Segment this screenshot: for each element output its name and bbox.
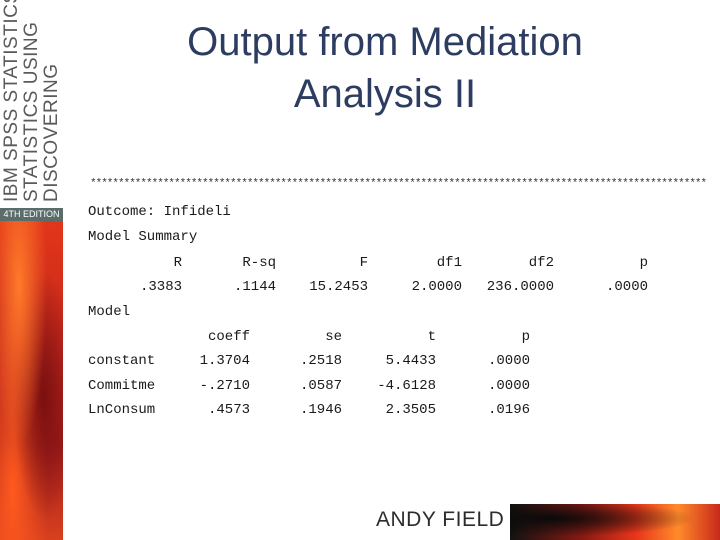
summary-header-rsq: R-sq	[242, 255, 276, 271]
summary-value-rsq: .1144	[233, 279, 276, 295]
se-value: .0587	[299, 378, 342, 394]
coef-header-t: t	[427, 329, 436, 345]
coef-row-name: constant	[88, 353, 156, 369]
edition-badge: 4TH EDITION	[0, 208, 63, 221]
author-name: ANDY FIELD	[376, 508, 505, 531]
coef-value: -.2710	[199, 378, 250, 394]
coef-value: .4573	[207, 402, 250, 418]
summary-header-f: F	[359, 255, 368, 271]
p-value: .0196	[487, 402, 530, 418]
coef-row-name: LnConsum	[88, 402, 156, 418]
p-value: .0000	[487, 353, 530, 369]
spine-line-1: DISCOVERING	[41, 63, 62, 202]
slide-title: Output from Mediation Analysis II	[187, 20, 583, 116]
mediation-output: ****************************************…	[68, 178, 720, 428]
summary-value-f: 15.2453	[309, 279, 368, 295]
cover-artwork	[0, 221, 63, 540]
model-summary-label: Model Summary	[88, 229, 198, 245]
coef-header-coeff: coeff	[207, 329, 250, 345]
model-label: Model	[88, 304, 131, 320]
summary-header-df1: df1	[436, 255, 462, 271]
book-spine: DISCOVERING STATISTICS USING IBM SPSS ST…	[0, 0, 63, 540]
summary-header-r: R	[173, 255, 182, 271]
p-value: .0000	[487, 378, 530, 394]
coef-header-se: se	[325, 329, 342, 345]
t-value: 2.3505	[385, 402, 436, 418]
outcome-line: Outcome: Infideli	[88, 204, 231, 220]
summary-value-p: .0000	[605, 279, 648, 295]
spine-line-3: IBM SPSS STATISTICS	[1, 0, 22, 202]
summary-header-df2: df2	[528, 255, 554, 271]
summary-value-r: .3383	[139, 279, 182, 295]
spine-title: DISCOVERING STATISTICS USING IBM SPSS ST…	[0, 0, 63, 208]
t-value: -4.6128	[377, 378, 436, 394]
coef-header-p: p	[521, 329, 530, 345]
spine-line-2: STATISTICS USING	[21, 21, 42, 202]
coef-row-name: Commitme	[88, 378, 156, 394]
footer-artwork	[510, 504, 720, 540]
summary-value-df1: 2.0000	[411, 279, 462, 295]
se-value: .2518	[299, 353, 342, 369]
summary-value-df2: 236.0000	[486, 279, 554, 295]
separator-stars: ****************************************…	[90, 178, 707, 190]
summary-header-p: p	[639, 255, 648, 271]
t-value: 5.4433	[385, 353, 436, 369]
coef-value: 1.3704	[199, 353, 250, 369]
se-value: .1946	[299, 402, 342, 418]
